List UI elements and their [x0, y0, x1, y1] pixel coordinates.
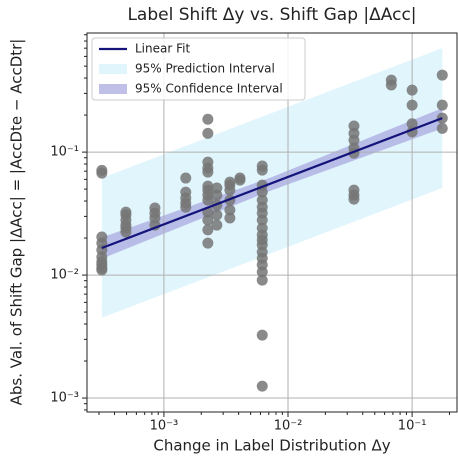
fit-line [101, 117, 443, 250]
data-point [348, 193, 360, 205]
data-point [224, 184, 236, 196]
data-point [348, 134, 360, 146]
data-point [234, 174, 246, 186]
legend: Linear Fit 95% Prediction Interval 95% Con… [91, 37, 306, 101]
legend-label: 95% Prediction Interval [135, 62, 275, 76]
y-tick-label: 10⁻² [50, 268, 79, 283]
data-point [211, 189, 223, 201]
x-tick-label: 10⁻² [274, 419, 303, 434]
data-point [211, 209, 223, 221]
y-tick-label: 10⁻¹ [50, 145, 79, 160]
legend-swatch [99, 64, 127, 74]
legend-label: 95% Confidence Interval [135, 82, 283, 96]
data-point [256, 329, 268, 341]
data-point [180, 201, 192, 213]
legend-swatch [99, 84, 127, 94]
data-point [211, 219, 223, 231]
y-tick-label: 10⁻³ [50, 391, 79, 406]
data-point [202, 166, 214, 178]
data-point [436, 69, 448, 81]
data-point [256, 164, 268, 176]
data-point [202, 113, 214, 125]
legend-label: Linear Fit [135, 42, 190, 56]
y-axis-label: Abs. Val. of Shift Gap |ΔAcc| = |AccDte … [8, 39, 26, 406]
data-point [436, 99, 448, 111]
data-point [202, 127, 214, 139]
chart-title: Label Shift Δy vs. Shift Gap |ΔAcc| [127, 5, 416, 25]
x-axis-label: Change in Label Distribution Δy [153, 437, 390, 455]
data-point [202, 194, 214, 206]
data-point [406, 99, 418, 111]
data-point [256, 186, 268, 198]
data-point [96, 264, 108, 276]
plot-frame [86, 32, 458, 413]
legend-box [91, 37, 306, 101]
data-point [256, 214, 268, 226]
data-point [406, 84, 418, 96]
data-point [120, 226, 132, 238]
x-tick-label: 10⁻³ [150, 419, 179, 434]
data-point [202, 224, 214, 236]
data-point [224, 204, 236, 216]
data-point [180, 172, 192, 184]
data-point [256, 380, 268, 392]
data-point [406, 118, 418, 130]
data-point [256, 274, 268, 286]
data-point [96, 167, 108, 179]
data-point [224, 212, 236, 224]
data-point [436, 122, 448, 134]
data-point [202, 237, 214, 249]
x-tick-label: 10⁻¹ [398, 419, 427, 434]
data-point [202, 214, 214, 226]
data-point [385, 79, 397, 91]
data-point [256, 266, 268, 278]
